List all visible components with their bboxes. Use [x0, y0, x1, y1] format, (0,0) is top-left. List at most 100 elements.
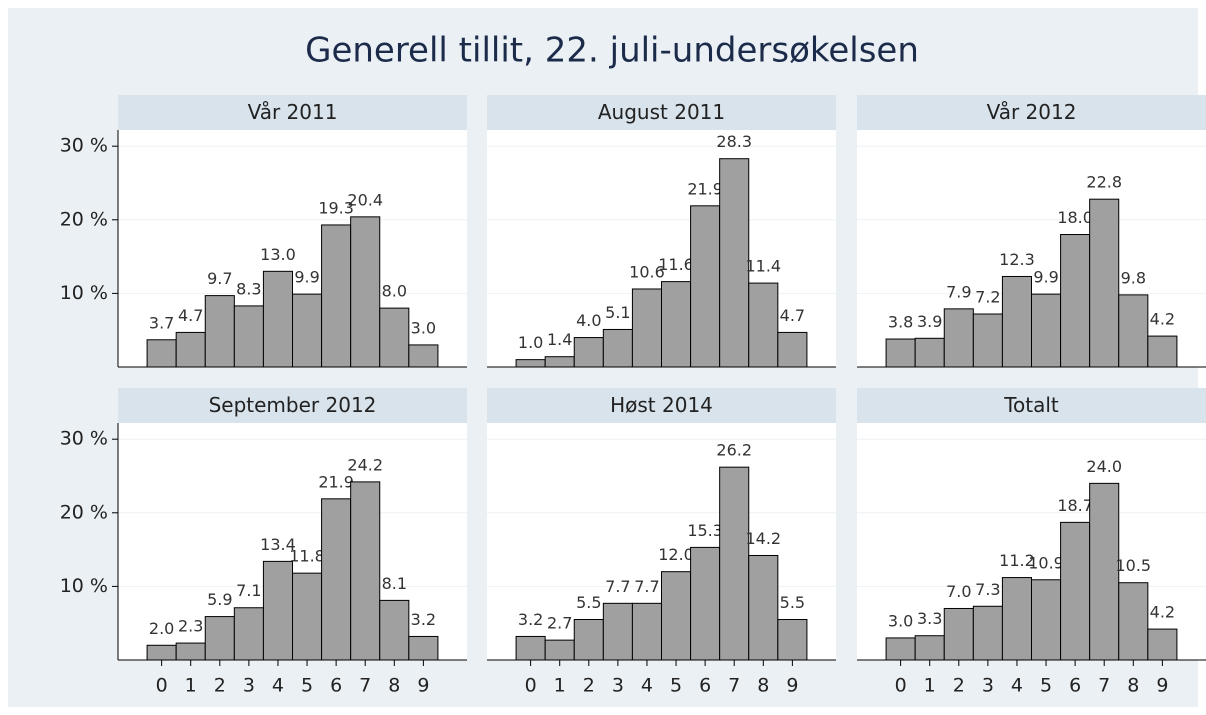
panel-title: Totalt: [1003, 393, 1059, 417]
value-label: 26.2: [716, 441, 752, 460]
value-label: 9.7: [207, 269, 232, 288]
value-label: 12.3: [999, 250, 1035, 269]
value-label: 9.9: [294, 268, 319, 287]
x-tick-label: 4: [272, 675, 284, 697]
value-label: 4.7: [780, 306, 805, 325]
bar: [719, 466, 750, 661]
value-label: 5.9: [207, 590, 232, 609]
value-label: 4.2: [1150, 310, 1175, 329]
panel-strip: [487, 388, 836, 423]
panel-strip: [857, 95, 1206, 130]
bar: [573, 337, 604, 368]
value-label: 18.0: [1057, 208, 1093, 227]
value-label: 10.6: [629, 262, 665, 281]
value-label: 11.8: [289, 547, 325, 566]
bar: [146, 339, 177, 368]
value-label: 15.3: [687, 521, 723, 540]
y-tick-label: 30 %: [60, 135, 108, 157]
bar: [914, 635, 945, 661]
y-tick-label: 10 %: [60, 282, 108, 304]
bar: [661, 571, 692, 661]
bar: [914, 337, 945, 368]
y-tick-label: 10 %: [60, 575, 108, 597]
x-tick-label: 3: [612, 675, 624, 697]
bar: [748, 554, 779, 661]
value-label: 3.9: [917, 312, 942, 331]
x-tick-label: 5: [1040, 675, 1052, 697]
chart-title: Generell tillit, 22. juli-undersøkelsen: [305, 31, 919, 71]
bar: [943, 607, 974, 661]
x-tick-label: 8: [388, 675, 400, 697]
bar: [350, 216, 381, 368]
x-tick-label: 9: [786, 675, 798, 697]
value-label: 4.7: [178, 306, 203, 325]
value-label: 7.0: [946, 582, 971, 601]
x-tick-label: 4: [641, 675, 653, 697]
panel-strip: [118, 388, 467, 423]
x-tick-label: 9: [1156, 675, 1168, 697]
y-tick-label: 30 %: [60, 428, 108, 450]
bar: [1118, 582, 1149, 661]
bar: [515, 359, 546, 368]
x-tick-label: 5: [670, 675, 682, 697]
bar: [262, 560, 293, 661]
value-label: 5.5: [576, 593, 601, 612]
bar: [602, 602, 633, 661]
value-label: 21.9: [318, 472, 354, 491]
bar: [972, 313, 1003, 368]
y-tick-label: 20 %: [60, 208, 108, 230]
x-tick-label: 7: [359, 675, 371, 697]
panel-title: Vår 2012: [987, 100, 1077, 124]
x-tick-label: 3: [243, 675, 255, 697]
bar: [515, 635, 546, 661]
bar: [690, 205, 721, 368]
value-label: 7.1: [236, 581, 261, 600]
value-label: 8.3: [236, 279, 261, 298]
value-label: 7.7: [634, 577, 659, 596]
x-tick-label: 8: [1127, 675, 1139, 697]
value-label: 13.0: [260, 245, 296, 264]
x-tick-label: 1: [185, 675, 197, 697]
bar: [1147, 628, 1178, 661]
x-tick-label: 2: [583, 675, 595, 697]
x-tick-label: 0: [525, 675, 537, 697]
bar: [262, 270, 293, 368]
bar: [321, 498, 352, 661]
panel-title: August 2011: [598, 100, 725, 124]
x-tick-label: 0: [156, 675, 168, 697]
value-label: 24.0: [1086, 457, 1122, 476]
value-label: 21.9: [687, 179, 723, 198]
bar: [544, 356, 575, 368]
bar: [631, 288, 663, 368]
x-tick-label: 4: [1011, 675, 1023, 697]
x-tick-label: 6: [330, 675, 342, 697]
value-label: 5.1: [605, 303, 630, 322]
value-label: 11.2: [999, 551, 1035, 570]
value-label: 3.7: [149, 313, 174, 332]
bar: [777, 619, 808, 661]
bar: [1089, 482, 1120, 661]
value-label: 1.4: [547, 330, 572, 349]
value-label: 22.8: [1086, 173, 1122, 192]
x-tick-label: 2: [953, 675, 965, 697]
bar: [631, 602, 663, 661]
bar: [1060, 234, 1091, 368]
bar: [233, 305, 264, 368]
x-tick-label: 9: [417, 675, 429, 697]
value-label: 24.2: [347, 455, 383, 474]
value-label: 9.8: [1121, 268, 1146, 287]
value-label: 3.2: [411, 610, 436, 629]
y-tick-label: 20 %: [60, 501, 108, 523]
bar: [885, 637, 916, 661]
bar: [661, 281, 692, 368]
value-label: 8.1: [382, 574, 407, 593]
value-label: 4.2: [1150, 603, 1175, 622]
x-tick-label: 7: [728, 675, 740, 697]
x-tick-label: 8: [757, 675, 769, 697]
x-tick-label: 1: [924, 675, 936, 697]
value-label: 28.3: [716, 132, 752, 151]
panel-strip: [857, 388, 1206, 423]
bar: [292, 293, 323, 368]
value-label: 11.4: [745, 257, 781, 276]
bar: [233, 607, 264, 661]
